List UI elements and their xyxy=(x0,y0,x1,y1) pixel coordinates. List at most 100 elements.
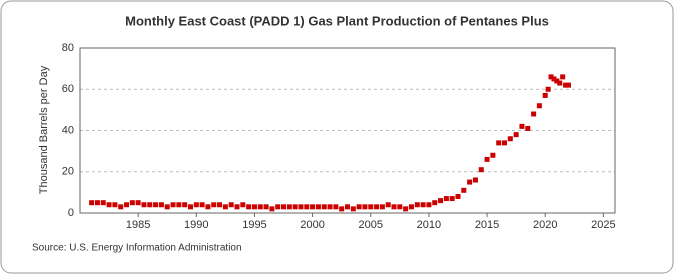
point xyxy=(397,204,403,210)
point xyxy=(525,125,531,131)
point xyxy=(350,206,356,212)
point xyxy=(246,204,252,210)
x-tick-label: 2005 xyxy=(359,219,383,231)
point xyxy=(519,123,525,129)
point xyxy=(269,206,275,212)
point xyxy=(542,92,548,98)
point xyxy=(251,204,257,210)
y-tick-label: 60 xyxy=(62,83,74,95)
point xyxy=(490,152,496,158)
point xyxy=(472,177,478,183)
point xyxy=(548,74,554,80)
point xyxy=(164,204,170,210)
point xyxy=(281,204,287,210)
point xyxy=(205,204,211,210)
point xyxy=(478,167,484,173)
point xyxy=(321,204,327,210)
point xyxy=(228,202,234,208)
frame xyxy=(0,0,674,274)
point xyxy=(217,202,223,208)
point xyxy=(374,204,380,210)
point xyxy=(414,202,420,208)
point xyxy=(408,204,414,210)
point xyxy=(339,206,345,212)
point xyxy=(391,204,397,210)
point xyxy=(315,204,321,210)
point xyxy=(257,204,263,210)
point xyxy=(432,200,438,206)
point xyxy=(211,202,217,208)
point xyxy=(158,202,164,208)
point xyxy=(565,82,571,88)
point xyxy=(484,156,490,162)
point xyxy=(563,82,569,88)
point xyxy=(362,204,368,210)
point xyxy=(496,140,502,146)
point xyxy=(193,202,199,208)
y-axis-label: Thousand Barrels per Day xyxy=(38,65,50,194)
point xyxy=(560,74,566,80)
point xyxy=(545,86,551,92)
point xyxy=(557,80,563,86)
point xyxy=(333,204,339,210)
point xyxy=(292,204,298,210)
point xyxy=(222,204,228,210)
source: Source: U.S. Energy Information Administ… xyxy=(32,243,242,254)
x-tick-label: 1995 xyxy=(242,219,266,231)
point xyxy=(385,202,391,208)
point xyxy=(112,202,118,208)
point xyxy=(129,200,135,206)
y-tick-label: 80 xyxy=(62,42,74,54)
point xyxy=(187,204,193,210)
point xyxy=(100,200,106,206)
x-tick-label: 2020 xyxy=(533,219,557,231)
point xyxy=(234,204,240,210)
point xyxy=(461,187,467,193)
point xyxy=(135,200,141,206)
point xyxy=(536,103,542,109)
point xyxy=(379,204,385,210)
point xyxy=(368,204,374,210)
y-tick-label: 0 xyxy=(68,207,74,219)
point xyxy=(420,202,426,208)
point xyxy=(531,111,537,117)
point xyxy=(106,202,112,208)
point xyxy=(356,204,362,210)
point xyxy=(507,136,513,142)
point xyxy=(170,202,176,208)
point xyxy=(199,202,205,208)
point xyxy=(94,200,100,206)
chart-title: Monthly East Coast (PADD 1) Gas Plant Pr… xyxy=(125,13,549,28)
point xyxy=(298,204,304,210)
point xyxy=(182,202,188,208)
point xyxy=(467,179,473,185)
y-tick-label: 40 xyxy=(62,124,74,136)
point xyxy=(118,204,124,210)
point xyxy=(153,202,159,208)
point xyxy=(426,202,432,208)
point xyxy=(304,204,310,210)
point xyxy=(141,202,147,208)
point xyxy=(455,194,461,199)
point xyxy=(89,200,95,206)
point xyxy=(176,202,182,208)
point xyxy=(551,76,557,82)
x-tick-label: 2025 xyxy=(591,219,615,231)
point xyxy=(310,204,316,210)
x-tick-label: 2015 xyxy=(475,219,499,231)
x-tick-label: 2000 xyxy=(300,219,324,231)
point xyxy=(443,196,449,202)
x-tick-label: 2010 xyxy=(417,219,441,231)
x-tick-label: 1985 xyxy=(126,219,150,231)
point xyxy=(502,140,508,146)
point xyxy=(147,202,153,208)
point xyxy=(240,202,246,208)
point xyxy=(345,204,350,210)
point xyxy=(275,204,281,210)
point xyxy=(513,132,519,138)
plot-area xyxy=(79,47,616,214)
x-tick-label: 1990 xyxy=(184,219,208,231)
point xyxy=(438,198,444,204)
point xyxy=(403,206,409,212)
